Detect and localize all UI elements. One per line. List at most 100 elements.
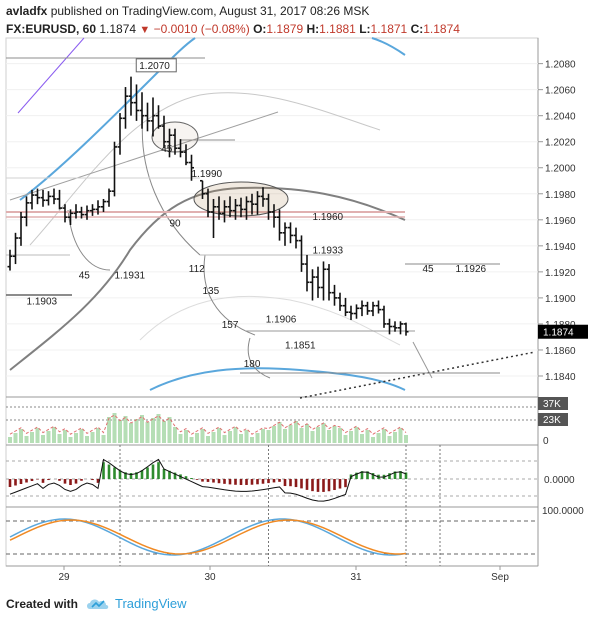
ohlc-bar	[222, 200, 227, 223]
volume-axis-label: 0	[543, 436, 549, 447]
macd-hist-bar	[14, 479, 17, 486]
volume-bar	[57, 434, 62, 443]
macd-hist-bar	[118, 470, 122, 479]
price-tick-label: 1.1980	[545, 190, 576, 201]
ohlc-bar	[112, 141, 117, 197]
volume-bar	[288, 425, 293, 443]
volume-bar	[173, 427, 177, 443]
macd-hist-bar	[399, 471, 402, 479]
macd-hist-bar	[19, 479, 23, 484]
ohlc-bar	[167, 128, 172, 158]
ohlc-bar	[62, 204, 68, 223]
ohlc-bar	[18, 211, 24, 246]
annotation-label: 1.1906	[266, 315, 297, 326]
ohlc-bar	[288, 222, 293, 244]
macd-hist-bar	[113, 467, 116, 479]
ohlc-bar	[332, 284, 337, 306]
macd-hist-bar	[366, 471, 369, 479]
volume-bar	[211, 432, 216, 443]
macd-hist-bar	[322, 479, 325, 492]
volume-bar	[305, 424, 309, 443]
fan-arc-3	[203, 254, 256, 336]
macd-hist-bar	[234, 479, 237, 485]
macd-hist-bar	[107, 464, 111, 479]
volume-bar	[316, 427, 320, 443]
time-tick-label: 31	[350, 572, 362, 583]
author-name[interactable]: avladfx	[6, 4, 48, 18]
macd-hist-bar	[393, 471, 397, 479]
macd-hist-bar	[146, 467, 149, 479]
volume-bar	[371, 437, 375, 443]
ohlc-bar	[299, 235, 304, 272]
volume-bar	[112, 413, 117, 443]
macd-hist-bar	[267, 479, 270, 484]
volume-axis-badge	[538, 397, 568, 410]
price-tick-label: 1.2080	[545, 60, 576, 71]
ohlc-bars	[7, 76, 409, 336]
annotation-label: 135	[203, 286, 220, 297]
macd-hist-bar	[212, 479, 215, 483]
publish-header: avladfx published on TradingView.com, Au…	[6, 4, 369, 18]
volume-bar	[85, 436, 89, 443]
macd-hist-bar	[344, 479, 347, 488]
volume-bar	[365, 430, 370, 443]
annotation-label: 45	[79, 270, 91, 281]
low-value: 1.1871	[370, 22, 408, 36]
ohlc-bar	[24, 196, 29, 227]
ohlc-bar	[249, 193, 255, 215]
macd-hist-bar	[305, 479, 309, 490]
footer: Created with TradingView	[6, 596, 187, 611]
ohlc-bar	[348, 305, 354, 321]
macd-hist-bar	[371, 473, 375, 479]
ohlc-bar	[359, 300, 365, 317]
volume-bar	[151, 418, 155, 443]
price-tick-label: 1.1920	[545, 268, 576, 279]
macd-hist-bar	[102, 462, 105, 479]
ohlc-bar	[376, 300, 381, 314]
volume-bar	[101, 435, 106, 443]
volume-bar	[404, 435, 408, 443]
inner-light-curve	[29, 92, 381, 246]
macd-hist-bar	[333, 479, 336, 491]
lower-light-curve	[139, 295, 401, 346]
ohlc-bar	[293, 227, 299, 249]
ohlc-bar	[227, 196, 233, 218]
annotation-label: 1.1931	[115, 270, 146, 281]
last-price-label: 1.1874	[543, 328, 574, 339]
high-value: 1.1881	[319, 22, 356, 36]
macd-hist-bar	[195, 479, 199, 480]
macd-hist-bar	[228, 479, 232, 485]
macd-hist-bar	[190, 478, 193, 479]
annotation-label: 1.1926	[456, 264, 487, 275]
ohlc-bar	[266, 193, 271, 220]
volume-bar	[52, 427, 56, 443]
ohlc-bar	[29, 189, 35, 210]
macd-hist-bar	[360, 471, 364, 479]
volume-bar	[310, 431, 315, 443]
volume-bar	[63, 430, 67, 443]
volume-bar	[140, 415, 144, 443]
ohlc-bar	[35, 188, 40, 205]
macd-hist-bar	[223, 479, 226, 484]
macd-hist-bar	[91, 479, 94, 481]
ohlc-bar	[68, 209, 73, 226]
tradingview-link[interactable]: TradingView	[86, 596, 187, 611]
price-tick-label: 1.1940	[545, 242, 576, 253]
macd-hist-bar	[25, 479, 28, 483]
time-tick-label: Sep	[491, 572, 509, 583]
macd-hist-bar	[74, 479, 78, 484]
macd-hist-bar	[256, 479, 259, 485]
ohlc-bar	[354, 304, 359, 319]
volume-bar	[41, 435, 45, 443]
volume-bar	[255, 433, 260, 443]
close-label: C:	[410, 22, 424, 36]
volume-bar	[349, 431, 353, 443]
open-value: 1.1879	[266, 22, 304, 36]
volume-bar	[123, 416, 128, 443]
volume-bar	[277, 422, 282, 443]
ohlc-bar	[326, 264, 332, 301]
volume-bar	[167, 417, 172, 443]
ohlc-bar	[90, 204, 95, 216]
volume-bar	[90, 432, 95, 443]
